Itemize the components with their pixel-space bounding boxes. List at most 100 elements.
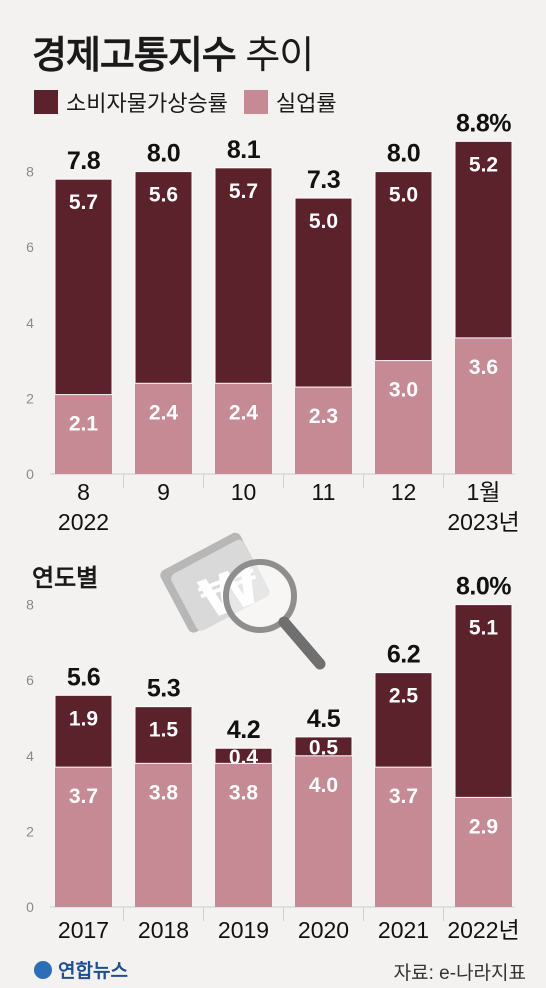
- data-label-unemployment: 2.3: [309, 405, 338, 428]
- x-category-label: 9: [157, 479, 170, 505]
- legend-label-unemployment: 실업률: [275, 91, 337, 116]
- logo-text: 연합뉴스: [58, 961, 128, 982]
- data-label-unemployment: 3.7: [69, 785, 98, 808]
- y-tick-label: 2: [26, 390, 34, 406]
- y-tick-label: 0: [26, 899, 34, 915]
- bar-segment-unemployment: [295, 387, 352, 474]
- data-label-unemployment: 3.6: [469, 356, 498, 379]
- bar-segment-unemployment: [455, 337, 512, 474]
- title-main: 경제고통지수: [32, 35, 237, 77]
- bar-segment-cpi: [454, 604, 513, 798]
- y-tick-label: 4: [26, 315, 34, 331]
- source-note: 자료: e-나라지표: [393, 963, 526, 984]
- y-tick-label: 8: [26, 164, 34, 180]
- data-label-total: 5.3: [147, 675, 180, 703]
- data-label-cpi: 0.5: [309, 736, 339, 759]
- x-category-label: 2021: [378, 917, 429, 943]
- globe-icon: [34, 960, 52, 979]
- data-label-cpi: 5.0: [309, 210, 338, 233]
- data-label-unemployment: 2.9: [469, 815, 498, 838]
- section-label-yearly: 연도별: [32, 565, 99, 592]
- won-coin-icon: ₩: [160, 532, 270, 633]
- bar-segment-cpi: [374, 171, 433, 362]
- bar-segment-unemployment: [295, 755, 352, 907]
- data-label-total: 5.6: [67, 663, 100, 691]
- data-label-unemployment: 3.7: [389, 785, 418, 808]
- data-label-cpi: 5.7: [229, 180, 258, 203]
- bar-segment-cpi: [454, 140, 513, 339]
- chart-title: 경제고통지수 추이: [32, 24, 314, 79]
- data-label-unemployment: 3.8: [229, 781, 259, 804]
- data-label-cpi: 0.4: [229, 746, 259, 769]
- bar-segment-unemployment: [375, 767, 432, 907]
- data-label-cpi: 5.1: [469, 617, 499, 640]
- y-tick-label: 2: [26, 823, 34, 839]
- x-category-label: 12: [391, 479, 417, 505]
- data-label-unemployment: 3.8: [149, 781, 179, 804]
- y-tick-label: 0: [26, 466, 34, 482]
- yonhap-logo: 연합뉴스: [34, 956, 128, 983]
- data-label-cpi: 5.2: [469, 153, 498, 176]
- bar-segment-cpi: [54, 694, 113, 768]
- bar-segment-cpi: [294, 197, 353, 388]
- x-category-label: 2020: [298, 917, 349, 943]
- data-label-cpi: 5.6: [149, 184, 178, 207]
- bar-segment-cpi: [294, 736, 353, 757]
- y-tick-label: 6: [26, 672, 34, 688]
- data-label-total: 8.0: [387, 140, 420, 168]
- data-label-cpi: 5.0: [389, 184, 418, 207]
- magnifier-icon: [223, 559, 326, 670]
- bar-segment-unemployment: [215, 383, 272, 474]
- chart-monthly: 0 2 4 6 8 2.1 5.7 7.8 8 2022 2.4 5.6 8.0 9 2.4 5.7 8.1 10…: [26, 109, 520, 535]
- bar-segment-unemployment: [55, 767, 112, 907]
- data-label-cpi: 1.9: [69, 707, 98, 730]
- x-category-label: 2023년: [447, 509, 519, 535]
- x-category-label: 2019: [218, 917, 269, 943]
- data-label-unemployment: 3.0: [389, 379, 418, 402]
- bar-segment-unemployment: [455, 797, 512, 907]
- bar-segment-cpi: [374, 672, 433, 768]
- bar-segment-unemployment: [135, 383, 192, 474]
- data-label-cpi: 1.5: [149, 719, 179, 742]
- bar-segment-unemployment: [135, 763, 192, 907]
- x-category-label: 11: [312, 479, 336, 505]
- data-label-total: 7.3: [307, 166, 340, 194]
- legend-item-unemployment: 실업률: [243, 86, 337, 118]
- y-tick-label: 8: [26, 597, 34, 613]
- bar-segment-unemployment: [55, 394, 112, 474]
- data-label-total: 4.2: [227, 716, 260, 744]
- x-category-label: 1월: [467, 479, 501, 505]
- data-label-unemployment: 2.1: [69, 413, 99, 436]
- legend-swatch-cpi: [34, 90, 58, 114]
- data-label-total: 6.2: [387, 641, 420, 669]
- y-tick-label: 4: [26, 748, 34, 764]
- legend-item-cpi: 소비자물가상승률: [34, 86, 228, 118]
- chart-yearly: 0 2 4 6 8 3.7 1.9 5.6 2017 3.8 1.5 5.3 2018 3.8 0.44.2…: [26, 573, 520, 943]
- data-label-total: 8.1: [227, 136, 261, 164]
- title-sub: 추이: [245, 35, 314, 77]
- bar-segment-cpi: [214, 747, 273, 764]
- data-label-unemployment: 2.4: [149, 401, 179, 424]
- data-label-total: 8.8%: [456, 109, 511, 137]
- data-label-total: 8.0%: [456, 573, 511, 601]
- data-label-cpi: 5.7: [69, 191, 98, 214]
- bar-segment-unemployment: [375, 360, 432, 474]
- bar-segment-cpi: [134, 706, 193, 764]
- legend: 소비자물가상승률 실업률: [34, 86, 353, 118]
- x-category-label: 2022: [58, 509, 109, 535]
- x-category-label: 2018: [138, 917, 189, 943]
- x-category-label: 2022년: [447, 917, 519, 943]
- x-category-label: 8: [77, 479, 90, 505]
- legend-swatch-unemployment: [243, 90, 268, 114]
- data-label-unemployment: 4.0: [309, 774, 338, 797]
- bar-segment-unemployment: [215, 763, 272, 907]
- data-label-cpi: 2.5: [389, 685, 419, 708]
- x-category-label: 2017: [58, 917, 109, 943]
- won-magnifier-illustration: ₩: [160, 532, 326, 670]
- bar-segment-cpi: [54, 178, 113, 396]
- y-tick-label: 6: [26, 239, 34, 255]
- bar-segment-cpi: [134, 171, 193, 384]
- legend-label-cpi: 소비자물가상승률: [66, 91, 228, 116]
- data-label-unemployment: 2.4: [229, 401, 259, 424]
